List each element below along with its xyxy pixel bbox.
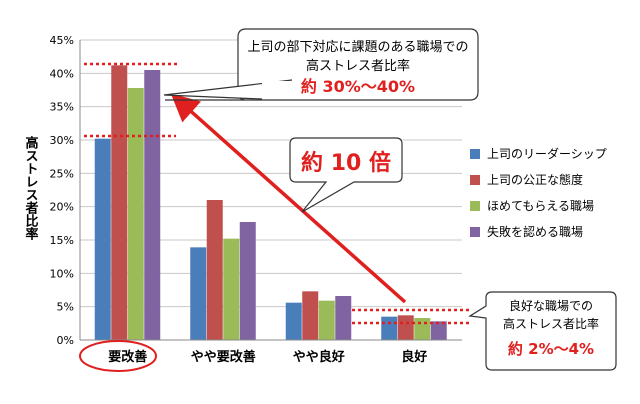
top-callout-value: 約 30%～40% <box>301 77 415 96</box>
bar <box>144 70 161 340</box>
y-axis-label: 高ストレス者比率 <box>23 135 40 241</box>
legend-swatch <box>470 175 480 185</box>
y-tick-label: 20% <box>50 201 74 214</box>
bar <box>127 88 144 340</box>
bar <box>190 247 207 340</box>
y-tick-label: 0% <box>57 334 74 347</box>
top-callout-pointer <box>163 79 293 100</box>
x-tick-label: 要改善 <box>108 349 147 365</box>
top-callout-bubble <box>165 28 479 101</box>
y-tick-label: 35% <box>50 101 74 114</box>
bottom-callout-bubble <box>468 291 617 371</box>
bar <box>318 300 335 340</box>
bottom-callout-value: 約 2%～4% <box>508 340 594 358</box>
x-tick-labels: 要改善 やや要改善 やや良好 良好 <box>108 349 427 365</box>
legend-label: 上司のリーダーシップ <box>487 146 607 161</box>
bar <box>111 65 128 340</box>
top-callout-line2: 高ストレス者比率 <box>306 58 410 74</box>
bar <box>414 318 431 340</box>
y-tick-labels: 0% 5% 10% 15% 20% 25% 30% 35% 40% 45% <box>50 34 74 347</box>
y-tick-label: 10% <box>50 267 74 280</box>
legend-label: 上司の公正な態度 <box>487 172 583 187</box>
y-tick-label: 25% <box>50 167 74 180</box>
bar <box>285 302 302 340</box>
legend-label: ほめてもらえる職場 <box>487 199 594 213</box>
bar <box>381 316 398 340</box>
y-tick-label: 15% <box>50 234 74 247</box>
y-tick-label: 5% <box>57 301 74 314</box>
bar <box>206 200 223 340</box>
legend-swatch <box>470 227 480 237</box>
x-tick-label: 良好 <box>401 349 427 365</box>
y-tick-label: 45% <box>50 34 74 47</box>
bar <box>335 296 352 340</box>
comparison-arrow <box>170 93 407 304</box>
bar <box>94 138 111 340</box>
legend-swatch <box>470 201 480 211</box>
bottom-callout-line2: 高ストレス者比率 <box>503 316 599 331</box>
ratio-callout-text: 約 10 倍 <box>301 150 391 176</box>
bar <box>302 291 319 340</box>
bars <box>94 65 447 340</box>
y-tick-label: 40% <box>50 67 74 80</box>
legend-swatch <box>470 149 480 159</box>
bottom-callout-line1: 良好な職場での <box>509 298 593 313</box>
highlight-ellipse <box>79 340 157 372</box>
top-callout-line1: 上司の部下対応に課題のある職場での <box>247 39 468 55</box>
x-tick-label: やや要改善 <box>191 349 256 365</box>
y-tick-label: 30% <box>50 134 74 147</box>
bar <box>430 321 447 340</box>
bar <box>223 238 240 340</box>
legend-label: 失敗を認める職場 <box>487 224 583 239</box>
bar <box>397 315 414 340</box>
x-tick-label: やや良好 <box>293 349 345 365</box>
bar <box>239 222 256 340</box>
ratio-callout-bubble <box>289 137 403 213</box>
